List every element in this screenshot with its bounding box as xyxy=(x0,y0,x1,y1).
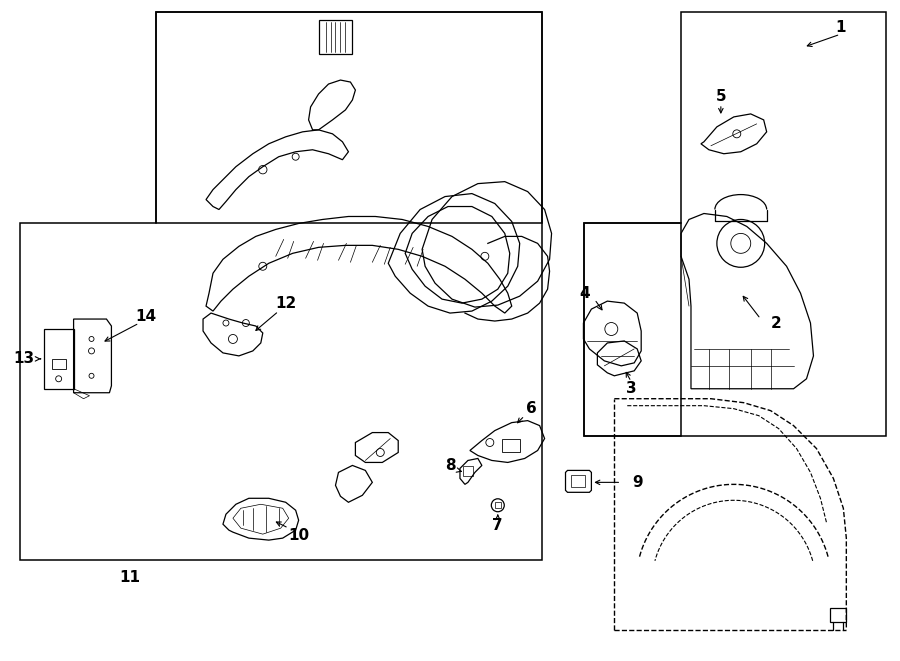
Text: 9: 9 xyxy=(632,475,643,490)
Text: 12: 12 xyxy=(275,295,296,311)
Text: 7: 7 xyxy=(492,518,503,533)
Text: 8: 8 xyxy=(445,458,455,473)
Text: 5: 5 xyxy=(716,89,726,104)
Text: 11: 11 xyxy=(119,570,140,586)
Text: 10: 10 xyxy=(288,527,310,543)
Text: 3: 3 xyxy=(626,381,636,396)
Text: 6: 6 xyxy=(526,401,537,416)
Text: 14: 14 xyxy=(136,309,157,324)
Text: 4: 4 xyxy=(579,286,590,301)
Text: 1: 1 xyxy=(835,20,846,35)
Text: 13: 13 xyxy=(14,352,34,366)
Text: 2: 2 xyxy=(771,315,782,330)
